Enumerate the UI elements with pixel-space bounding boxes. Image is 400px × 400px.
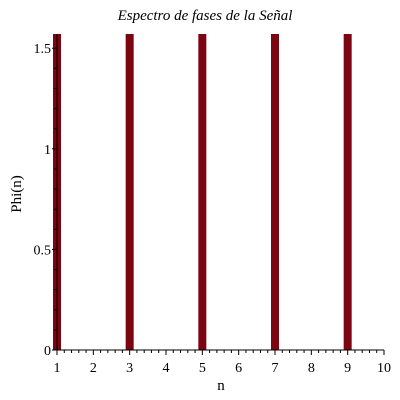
y-axis-label: Phi(n) xyxy=(9,175,25,213)
x-tick-label: 2 xyxy=(90,361,97,376)
x-tick-label: 5 xyxy=(199,361,206,376)
bar-n-5 xyxy=(198,34,207,350)
x-axis-label: n xyxy=(217,378,225,394)
chart-title: Espectro de fases de la Señal xyxy=(117,8,293,24)
x-tick-label: 6 xyxy=(235,361,242,376)
x-tick-label: 9 xyxy=(344,361,351,376)
y-tick-label: 1.5 xyxy=(34,42,52,57)
x-tick-label: 3 xyxy=(126,361,133,376)
x-tick-label: 1 xyxy=(54,361,61,376)
x-tick-label: 10 xyxy=(377,361,391,376)
y-tick-label: 0.5 xyxy=(34,243,52,258)
bars-group xyxy=(53,34,352,350)
y-ticks-group: 0 0.5 1 1.5 xyxy=(34,42,57,359)
bar-n-3 xyxy=(125,34,134,350)
y-tick-label: 0 xyxy=(44,344,51,359)
x-ticks-group: 1 2 3 4 5 6 7 8 9 10 xyxy=(54,350,391,376)
x-tick-label: 7 xyxy=(272,361,279,376)
x-tick-label: 4 xyxy=(163,361,170,376)
y-tick-label: 1 xyxy=(44,143,51,158)
x-tick-label: 8 xyxy=(308,361,315,376)
bar-n-9 xyxy=(343,34,352,350)
bar-n-7 xyxy=(271,34,279,350)
